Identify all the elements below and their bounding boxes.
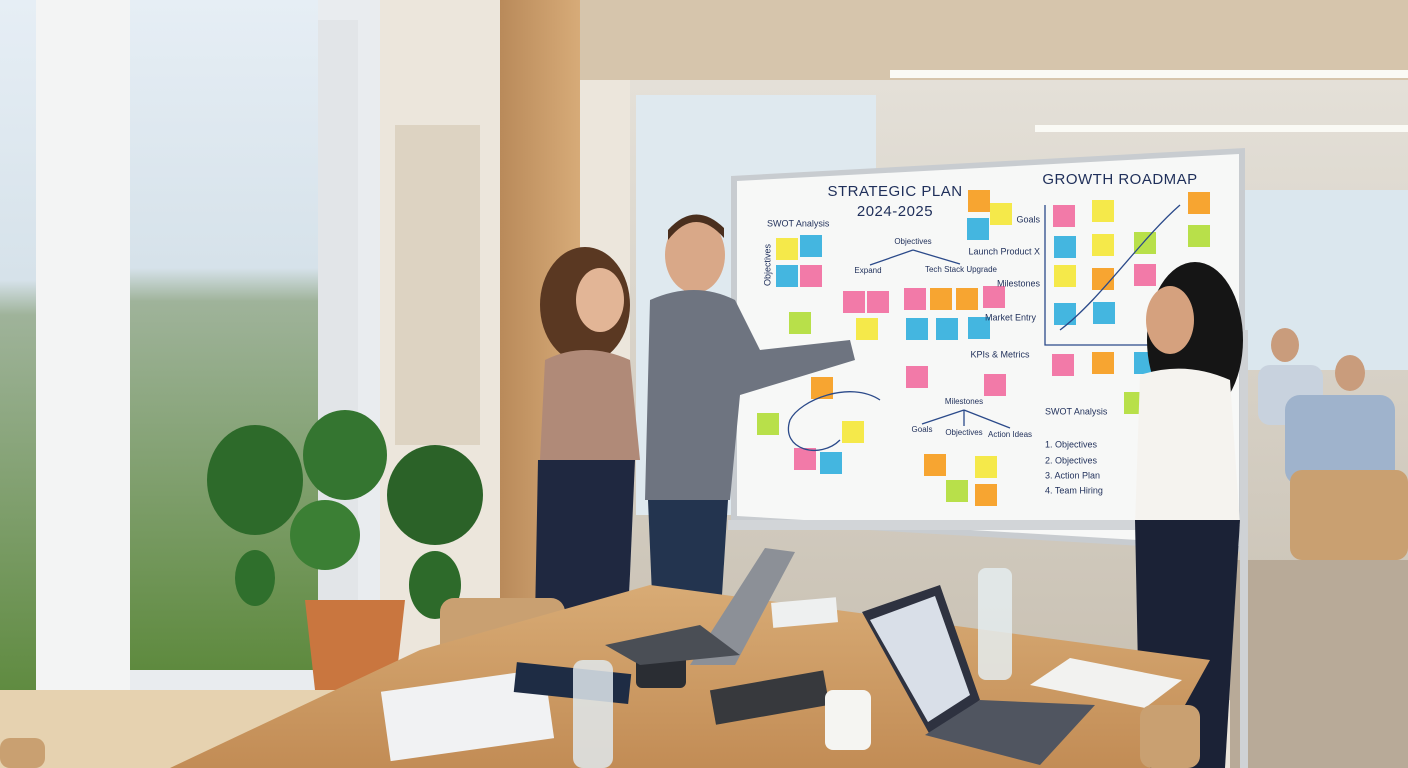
sticky-note [1134, 264, 1156, 286]
list-item: 1. Objectives [1045, 439, 1098, 449]
sticky-note [800, 235, 822, 257]
sticky-note [906, 318, 928, 340]
floor [1230, 560, 1408, 768]
sticky-note [968, 190, 990, 212]
ceiling-panel [575, 0, 1408, 80]
person-left [535, 247, 640, 620]
sticky-note [800, 265, 822, 287]
board-years: 2024-2025 [857, 203, 933, 220]
sticky-note [1093, 302, 1115, 324]
node: Milestones [945, 397, 983, 406]
roadmap-title: GROWTH ROADMAP [1042, 171, 1197, 188]
roadmap-label: Market Entry [985, 312, 1037, 322]
light-strip [890, 70, 1408, 78]
sticky-note [904, 288, 926, 310]
sticky-note [1092, 234, 1114, 256]
sticky-note [794, 448, 816, 470]
sticky-note [1188, 192, 1210, 214]
roadmap-label: Launch Product X [968, 246, 1040, 256]
sticky-note [1052, 354, 1074, 376]
node: Tech Stack Upgrade [925, 265, 998, 274]
sticky-note [968, 317, 990, 339]
sticky-note [820, 452, 842, 474]
whiteboard-text: STRATEGIC PLAN 2024-2025 GROWTH ROADMAP … [762, 171, 1197, 495]
sticky-note [1054, 303, 1076, 325]
sticky-note [1134, 232, 1156, 254]
sticky-note [776, 265, 798, 287]
sticky-note [867, 291, 889, 313]
window-mullion [36, 0, 130, 700]
person-middle [645, 214, 855, 595]
window-glass [130, 0, 318, 670]
kpi-label: KPIs & Metrics [970, 349, 1030, 359]
background-people [1258, 328, 1408, 560]
node: Objectives [894, 237, 931, 246]
sticky-note [983, 286, 1005, 308]
sticky-note [924, 454, 946, 476]
sticky-note [843, 291, 865, 313]
sticky-note [1092, 352, 1114, 374]
sticky-notes [757, 190, 1210, 506]
sticky-note [789, 312, 811, 334]
sticky-note [930, 288, 952, 310]
objectives-label: Objectives [762, 243, 772, 286]
list-item: 4. Team Hiring [1045, 485, 1103, 495]
sticky-note [984, 374, 1006, 396]
board-title: STRATEGIC PLAN [827, 183, 962, 200]
sticky-note [975, 456, 997, 478]
sticky-note [1092, 268, 1114, 290]
light-strip [1035, 125, 1408, 132]
window-glass [0, 0, 36, 700]
swot-label: SWOT Analysis [767, 218, 830, 228]
sticky-note [856, 318, 878, 340]
sticky-note [1092, 200, 1114, 222]
sticky-note [1188, 225, 1210, 247]
list-item: 3. Action Plan [1045, 470, 1100, 480]
sticky-note [936, 318, 958, 340]
sticky-note [1054, 265, 1076, 287]
roadmap-label: Milestones [997, 278, 1041, 288]
sticky-note [842, 421, 864, 443]
table [0, 548, 1210, 768]
roadmap-label: Goals [1016, 214, 1040, 224]
sticky-note [946, 480, 968, 502]
board-drawing [787, 204, 1185, 452]
sticky-note [906, 366, 928, 388]
node: Objectives [945, 428, 982, 437]
list-item: 2. Objectives [1045, 455, 1098, 465]
sticky-note [956, 288, 978, 310]
node: Expand [854, 266, 881, 275]
list-title: SWOT Analysis [1045, 406, 1108, 416]
node: Action Ideas [988, 430, 1032, 439]
plant [207, 410, 483, 690]
sticky-note [990, 203, 1012, 225]
sticky-note [975, 484, 997, 506]
node: Goals [912, 425, 933, 434]
sticky-note [967, 218, 989, 240]
sticky-note [1054, 236, 1076, 258]
sticky-note [757, 413, 779, 435]
acoustic-panel [395, 125, 480, 445]
sticky-note [776, 238, 798, 260]
sticky-note [811, 377, 833, 399]
sticky-note [1053, 205, 1075, 227]
far-window [1245, 190, 1408, 370]
